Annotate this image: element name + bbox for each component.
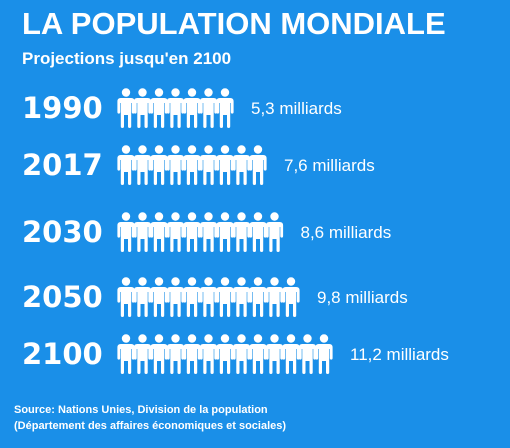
year-label: 2100: [22, 337, 103, 371]
person-icon: [117, 334, 135, 374]
person-icon: [265, 212, 284, 252]
person-icon: [183, 88, 201, 128]
person-icon: [183, 277, 201, 317]
person-icon: [199, 277, 218, 317]
person-icon: [282, 334, 300, 374]
person-icon: [216, 212, 234, 252]
person-icon: [133, 88, 152, 128]
pictogram-chart: 1990 5,3 milliards 2017 7,6 milliards 2030 8,…: [22, 88, 449, 374]
person-icon: [216, 88, 234, 128]
person-icon: [232, 277, 251, 317]
person-icon: [298, 334, 317, 374]
person-icon: [117, 212, 135, 252]
person-icon: [166, 145, 185, 185]
row-1990: 1990 5,3 milliards: [22, 88, 342, 128]
value-label: 8,6 milliards: [301, 223, 392, 242]
page-title: LA POPULATION MONDIALE: [22, 6, 446, 41]
person-icon: [232, 212, 251, 252]
person-icon: [133, 277, 152, 317]
person-icon: [117, 145, 135, 185]
person-icon: [249, 212, 267, 252]
person-icon: [315, 334, 333, 374]
value-label: 9,8 milliards: [317, 288, 408, 307]
source-line-2: (Département des affaires économiques et…: [14, 420, 287, 432]
value-label: 11,2 milliards: [350, 345, 449, 364]
person-icon: [133, 145, 152, 185]
person-icon: [183, 212, 201, 252]
person-icon: [216, 334, 234, 374]
person-icon: [150, 334, 168, 374]
person-icon: [199, 212, 218, 252]
row-2050: 2050 9,8 milliards: [22, 277, 408, 317]
row-2030: 2030 8,6 milliards: [22, 212, 391, 252]
person-icon: [183, 145, 201, 185]
person-icon: [117, 277, 135, 317]
value-label: 7,6 milliards: [284, 156, 375, 175]
person-icon: [117, 88, 135, 128]
source-line-1: Source: Nations Unies, Division de la po…: [14, 404, 268, 416]
person-icon: [166, 88, 185, 128]
person-icon: [183, 334, 201, 374]
person-icon: [232, 145, 251, 185]
person-icon: [265, 334, 284, 374]
person-icon: [249, 277, 267, 317]
person-icon: [133, 212, 152, 252]
person-icon: [150, 88, 168, 128]
person-icon: [150, 277, 168, 317]
person-icon: [249, 145, 267, 185]
person-icon: [232, 334, 251, 374]
person-icon: [199, 88, 218, 128]
person-icon: [166, 277, 185, 317]
person-icon: [216, 277, 234, 317]
person-icon: [216, 145, 234, 185]
value-label: 5,3 milliards: [251, 99, 342, 118]
page-subtitle: Projections jusqu'en 2100: [22, 49, 232, 68]
person-icon: [199, 334, 218, 374]
person-icon: [265, 277, 284, 317]
row-2100: 2100 11,2 milliards: [22, 334, 449, 374]
person-icon: [249, 334, 267, 374]
person-icon: [133, 334, 152, 374]
person-icon: [150, 145, 168, 185]
person-icon: [199, 145, 218, 185]
year-label: 2030: [22, 215, 103, 249]
person-icon: [282, 277, 300, 317]
year-label: 2017: [22, 148, 103, 182]
person-icon: [150, 212, 168, 252]
person-icon: [166, 334, 185, 374]
year-label: 1990: [22, 91, 103, 125]
row-2017: 2017 7,6 milliards: [22, 145, 375, 185]
person-icon: [166, 212, 185, 252]
year-label: 2050: [22, 280, 103, 314]
source-note: Source: Nations Unies, Division de la po…: [14, 402, 286, 434]
